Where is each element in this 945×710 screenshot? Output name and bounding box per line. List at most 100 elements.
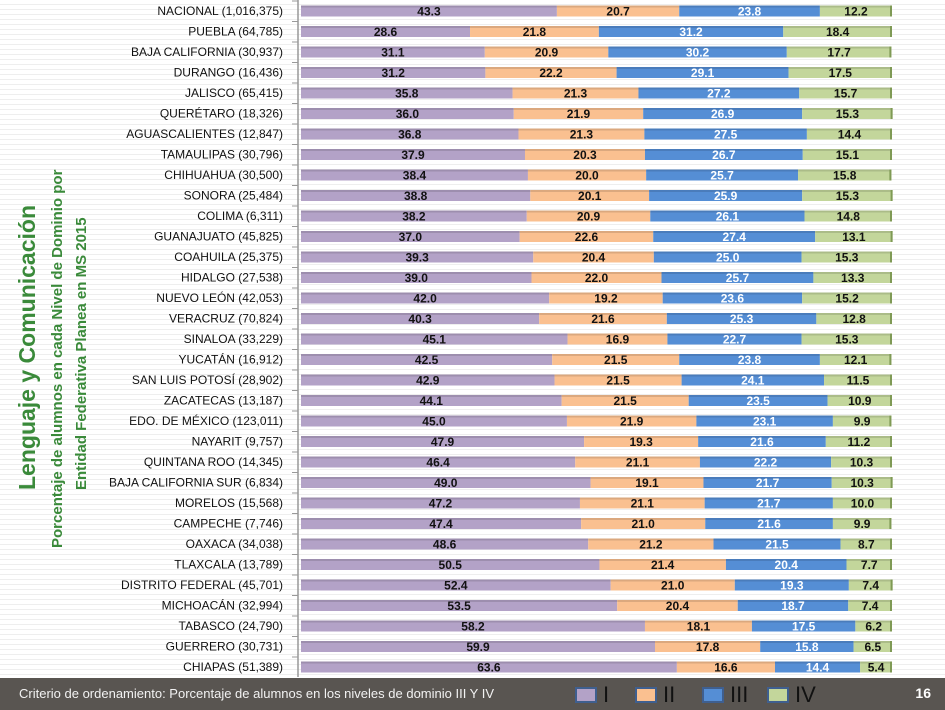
bar-segment-IV: [853, 641, 892, 652]
bar-segment-I: [301, 108, 514, 119]
data-label-III: 19.3: [780, 579, 804, 593]
data-label-III: 25.7: [726, 271, 750, 285]
data-label-II: 21.0: [661, 579, 685, 593]
data-label-IV: 12.8: [842, 312, 866, 326]
data-label-IV: 8.7: [858, 538, 875, 552]
bar-shade: [653, 231, 816, 233]
data-label-I: 36.8: [398, 128, 422, 142]
bar-shade: [301, 169, 528, 172]
bar-shade: [301, 292, 550, 295]
data-label-III: 17.5: [792, 620, 816, 634]
bar-end-cap: [889, 46, 892, 58]
data-label-I: 63.6: [477, 661, 501, 675]
bar-shade: [815, 231, 893, 233]
data-label-II: 17.8: [696, 640, 720, 654]
bar-segment-III: [681, 374, 825, 386]
category-label: CAMPECHE (7,746): [174, 517, 283, 531]
bar-segment-I: [301, 46, 485, 58]
category-label: TLAXCALA (13,789): [174, 558, 283, 572]
bar-shade: [301, 272, 532, 274]
bar-segment-IV: [802, 108, 893, 119]
category-label: CHIAPAS (51,389): [183, 660, 283, 674]
legend-label-IV: IV: [795, 682, 816, 707]
bar-segment-II: [549, 292, 663, 304]
bar-end-cap: [889, 354, 892, 365]
data-label-III: 25.9: [714, 189, 738, 203]
data-label-III: 24.1: [741, 374, 765, 388]
data-label-III: 25.3: [730, 312, 754, 326]
bar-shade: [608, 46, 787, 49]
data-label-IV: 10.3: [850, 476, 874, 490]
data-label-II: 20.4: [582, 251, 606, 265]
bar-segment-III: [725, 559, 847, 570]
bar-segment-I: [301, 292, 550, 304]
category-label: MORELOS (15,568): [175, 496, 283, 510]
bar-end-cap: [890, 292, 892, 304]
bar-segment-III: [705, 518, 833, 529]
bar-shade: [783, 26, 892, 28]
data-label-II: 22.6: [575, 230, 599, 244]
bar-segment-III: [774, 661, 861, 673]
bar-segment-IV: [819, 354, 892, 365]
bar-end-cap: [890, 579, 893, 591]
data-label-I: 58.2: [461, 620, 485, 634]
data-label-I: 40.3: [408, 312, 432, 326]
bar-end-cap: [890, 333, 892, 345]
bar-shade: [301, 641, 656, 643]
bar-segment-IV: [806, 128, 892, 140]
bar-segment-II: [513, 108, 644, 119]
bar-segment-III: [737, 600, 849, 611]
data-label-IV: 10.9: [848, 394, 872, 408]
data-label-II: 22.2: [539, 66, 563, 80]
bar-segment-I: [301, 456, 576, 468]
data-label-II: 20.4: [666, 599, 690, 613]
bar-segment-I: [301, 251, 534, 263]
bar-shade: [676, 661, 775, 664]
bar-shade: [644, 128, 807, 131]
data-label-II: 21.1: [631, 497, 655, 511]
bar-end-cap: [890, 661, 892, 673]
data-label-IV: 6.5: [864, 640, 881, 654]
bar-segment-IV: [802, 149, 892, 160]
bar-segment-II: [527, 169, 647, 181]
page-number: 16: [915, 685, 931, 701]
bar-end-cap: [889, 169, 892, 181]
bar-segment-IV: [832, 518, 892, 529]
data-label-I: 37.0: [399, 230, 423, 244]
bar-shade: [301, 456, 576, 459]
data-label-I: 35.8: [395, 87, 419, 101]
data-label-III: 30.2: [686, 46, 710, 60]
bar-shade: [533, 251, 654, 254]
bar-segment-III: [703, 477, 832, 488]
data-label-IV: 15.2: [835, 292, 859, 306]
bar-segment-I: [301, 497, 580, 509]
data-label-I: 31.2: [382, 66, 406, 80]
bar-segment-III: [646, 169, 799, 181]
bar-segment-II: [524, 149, 645, 160]
bar-end-cap: [890, 87, 892, 99]
bar-segment-III: [667, 333, 802, 345]
bar-shade: [688, 395, 828, 397]
data-label-IV: 15.3: [835, 333, 859, 347]
bar-shade: [301, 518, 582, 520]
category-label: VERACRUZ (70,824): [169, 312, 283, 326]
bar-shade: [853, 641, 892, 643]
bar-shade: [616, 67, 789, 69]
bar-shade: [846, 559, 892, 561]
bar-segment-I: [301, 538, 589, 550]
data-label-I: 28.6: [374, 25, 398, 39]
category-label: PUEBLA (64,785): [188, 25, 283, 39]
bar-shade: [301, 538, 589, 541]
legend-swatch-III: [702, 687, 724, 703]
bar-segment-II: [567, 333, 668, 345]
category-label: TAMAULIPAS (30,796): [161, 148, 283, 162]
bar-segment-III: [666, 313, 817, 324]
bar-shade: [737, 600, 849, 602]
data-label-IV: 15.3: [835, 251, 859, 265]
data-label-II: 19.2: [594, 292, 618, 306]
bar-segment-I: [301, 190, 531, 201]
bar-end-cap: [890, 108, 893, 119]
bar-segment-III: [662, 292, 803, 304]
data-label-II: 21.0: [632, 517, 656, 531]
category-label: MICHOACÁN (32,994): [162, 598, 283, 613]
